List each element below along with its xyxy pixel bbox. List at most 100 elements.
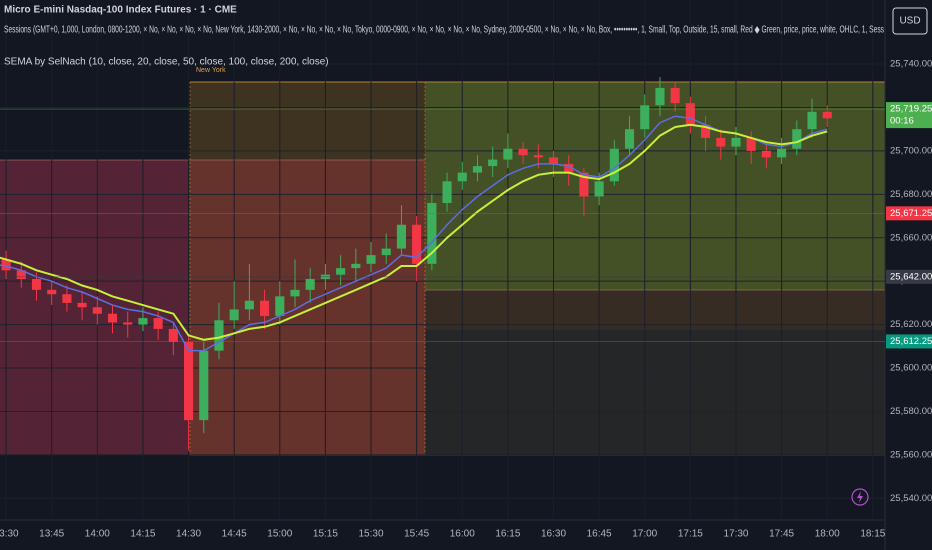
currency-label[interactable]: USD: [899, 16, 920, 27]
price-tag: [886, 269, 932, 284]
x-tick-label: 17:15: [678, 529, 703, 540]
x-tick-label: 18:15: [860, 529, 885, 540]
candle-body: [457, 172, 467, 182]
y-tick-label: 25,680.00: [890, 189, 932, 200]
x-tick-label: 15:45: [404, 529, 429, 540]
time-axis: [0, 520, 932, 550]
candle-body: [229, 309, 239, 321]
candle-body: [518, 148, 528, 156]
candle-body: [503, 148, 513, 160]
candle-body: [716, 137, 726, 147]
candle-body: [92, 307, 102, 314]
y-tick-label: 25,620.00: [890, 319, 932, 330]
candle-body: [244, 300, 254, 310]
x-tick-label: 16:15: [495, 529, 520, 540]
price-tag-label: 25,671.25: [890, 208, 932, 219]
price-tag-label: 25,719.25: [890, 104, 932, 115]
candle-body: [351, 263, 361, 269]
x-tick-label: 17:45: [769, 529, 794, 540]
candle-body: [822, 111, 832, 119]
x-tick-label: 16:00: [450, 529, 475, 540]
candle-body: [168, 328, 178, 342]
x-tick-label: 14:00: [85, 529, 110, 540]
candle-body: [609, 148, 619, 182]
candle-body: [701, 124, 711, 138]
candle-body: [396, 224, 407, 249]
x-tick-label: 14:30: [176, 529, 201, 540]
candle-body: [594, 181, 604, 197]
price-tag: [886, 334, 932, 349]
countdown-label: 00:16: [890, 116, 914, 127]
candle-body: [214, 320, 224, 351]
candle-body: [488, 159, 498, 167]
candle-body: [305, 278, 315, 290]
x-tick-label: 14:45: [222, 529, 247, 540]
candle-body: [640, 105, 650, 130]
y-tick-label: 25,580.00: [890, 406, 932, 417]
price-tag: [886, 206, 932, 221]
candle-body: [807, 111, 817, 130]
candle-body: [183, 341, 194, 421]
candle-body: [138, 318, 148, 325]
x-tick-label: 13:30: [0, 529, 19, 540]
y-tick-label: 25,660.00: [890, 232, 932, 243]
alert-icon[interactable]: [857, 491, 863, 503]
x-tick-label: 14:15: [130, 529, 155, 540]
candle-body: [761, 150, 771, 158]
session-box: [425, 82, 890, 290]
x-tick-label: 18:00: [815, 529, 840, 540]
x-tick-label: 15:00: [267, 529, 292, 540]
candle-body: [427, 203, 437, 264]
candle-body: [579, 172, 589, 197]
x-tick-label: 15:15: [313, 529, 338, 540]
x-tick-label: 17:00: [632, 529, 657, 540]
currency-button[interactable]: [892, 7, 928, 35]
candle-body: [366, 255, 376, 264]
y-tick-label: 25,740.00: [890, 59, 932, 70]
candle-body: [290, 289, 300, 297]
session-box: [425, 330, 890, 455]
candle-body: [548, 157, 559, 164]
candle-body: [655, 87, 665, 106]
ema-line: [0, 123, 828, 341]
candle-body: [731, 137, 741, 147]
candle-body: [107, 313, 118, 323]
session-box: [190, 160, 425, 455]
price-tag-label: 25,642.00: [890, 271, 932, 282]
price-tag-label: 25,612.25: [890, 336, 932, 347]
session-box: [190, 82, 425, 160]
plot-area: [0, 63, 885, 499]
candle-body: [746, 137, 756, 151]
candle-body: [275, 296, 285, 316]
x-tick-label: 16:45: [587, 529, 612, 540]
y-tick-label: 25,600.00: [890, 363, 932, 374]
candle-body: [62, 294, 72, 303]
session-label: New York: [196, 67, 226, 74]
candle-body: [16, 270, 26, 279]
candle-body: [77, 302, 87, 308]
y-tick-label: 25,540.00: [890, 493, 932, 504]
candle-body: [123, 322, 133, 325]
candle-body: [412, 224, 422, 264]
candle-body: [685, 103, 695, 125]
candle-body: [777, 148, 787, 158]
alert-icon[interactable]: [851, 488, 869, 506]
price-tag: [886, 102, 932, 129]
candle-body: [533, 155, 543, 158]
y-tick-label: 25,700.00: [890, 145, 932, 156]
indicator-label: SEMA by SelNach (10, close, 20, close, 5…: [4, 57, 329, 68]
candle-body: [564, 163, 574, 173]
chart-title: Micro E-mini Nasdaq-100 Index Futures · …: [4, 5, 237, 16]
candle-body: [624, 129, 635, 149]
candle-body: [381, 248, 391, 256]
candle-body: [442, 181, 452, 204]
candle-body: [1, 259, 11, 271]
session-box: [425, 290, 890, 330]
candle-body: [260, 300, 270, 316]
ema-line: [0, 115, 828, 352]
candle-body: [47, 289, 57, 295]
y-tick-label: 25,560.00: [890, 449, 932, 460]
x-tick-label: 16:30: [541, 529, 566, 540]
candle-body: [31, 278, 42, 290]
